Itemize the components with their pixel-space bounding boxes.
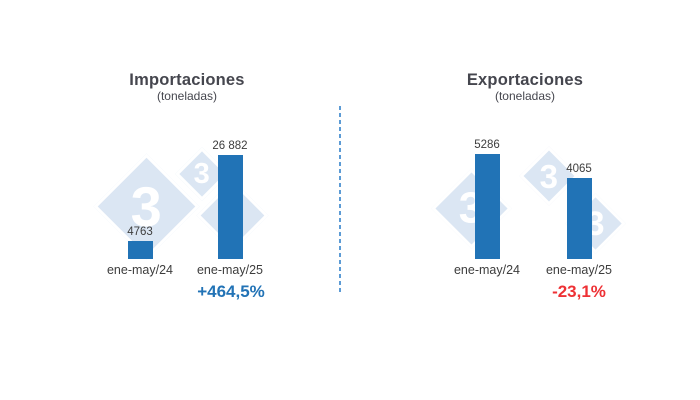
exportaciones-chart: 3 3 3 Exportaciones (toneladas) 5286 406… [350, 0, 700, 400]
change-percentage: +464,5% [197, 282, 265, 301]
bar-ene-may-25 [217, 155, 243, 259]
bar-ene-may-25 [566, 178, 592, 259]
bar-value-label: 4763 [127, 226, 153, 238]
bar-value-label: 4065 [566, 163, 592, 175]
x-axis-label: ene-may/25 [545, 263, 612, 277]
chart-divider [339, 106, 341, 293]
chart-title: Exportaciones [466, 71, 584, 89]
chart-subtitle: (toneladas) [156, 89, 218, 103]
change-percentage: -23,1% [552, 282, 606, 301]
bar-value-label: 5286 [474, 139, 500, 151]
x-axis-label: ene-may/24 [106, 263, 173, 277]
chart-title: Importaciones [129, 71, 245, 89]
bar-value-label: 26 882 [212, 140, 248, 152]
bar-column: 26 882 [185, 135, 275, 259]
importaciones-chart: 3 3 3 Importaciones (toneladas) 4763 26 … [93, 71, 275, 301]
bar-column: 4763 [95, 135, 185, 259]
chart-subtitle: (toneladas) [494, 89, 556, 103]
bar-ene-may-24 [474, 154, 500, 259]
x-axis-label: ene-may/25 [196, 263, 263, 277]
x-axis-label: ene-may/24 [453, 263, 520, 277]
bar-ene-may-24 [127, 241, 153, 259]
bar-column: 4065 [534, 135, 624, 259]
bar-column: 5286 [442, 135, 532, 259]
